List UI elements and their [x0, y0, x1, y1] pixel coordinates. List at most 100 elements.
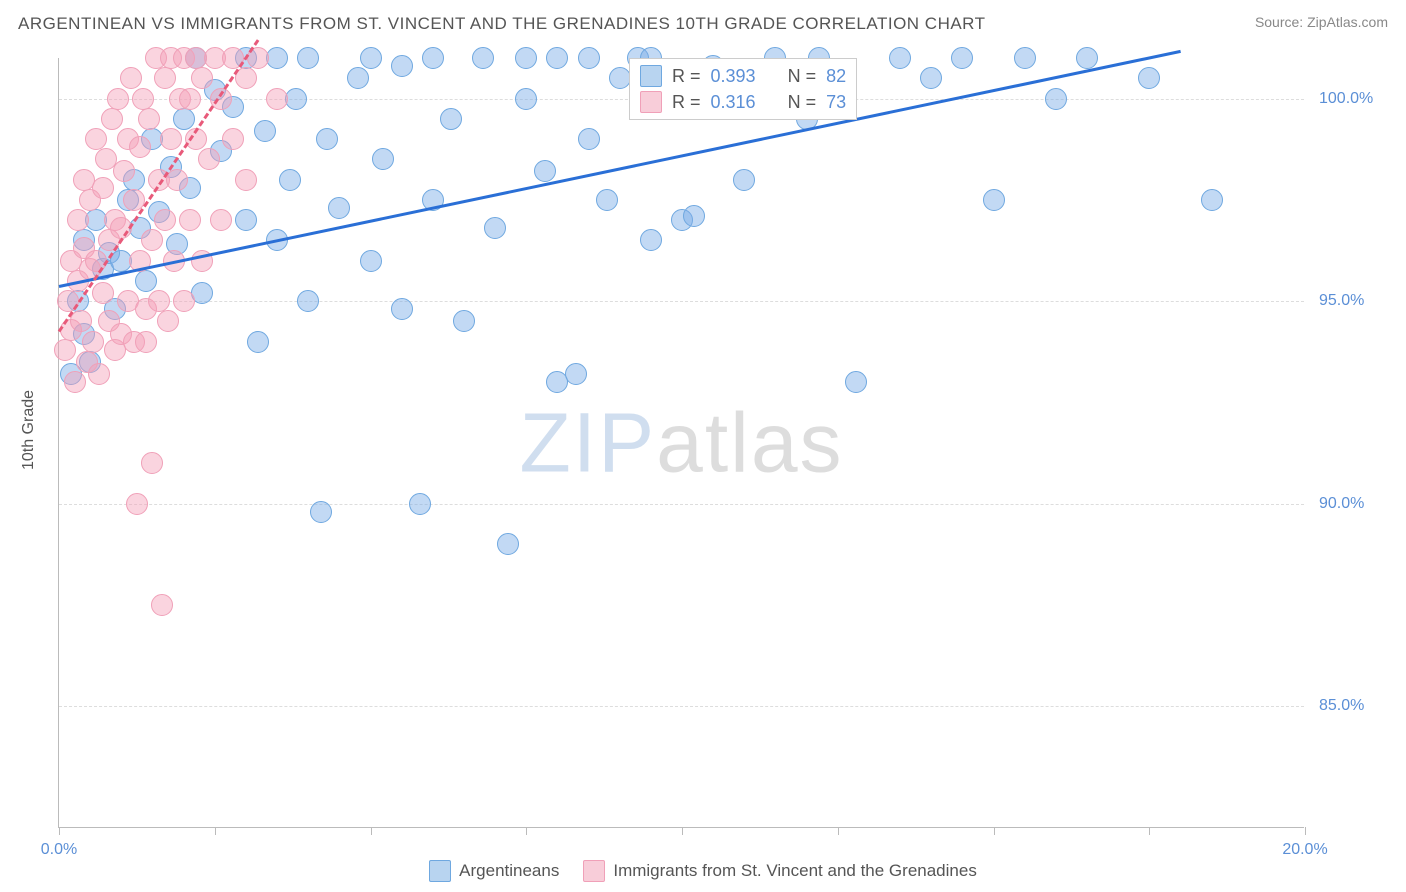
- data-point: [1076, 47, 1098, 69]
- data-point: [347, 67, 369, 89]
- data-point: [534, 160, 556, 182]
- data-point: [141, 452, 163, 474]
- data-point: [151, 594, 173, 616]
- stat-r-value: 0.393: [711, 66, 756, 87]
- data-point: [235, 209, 257, 231]
- legend-label: Argentineans: [459, 861, 559, 881]
- data-point: [154, 67, 176, 89]
- bottom-legend: Argentineans Immigrants from St. Vincent …: [0, 860, 1406, 882]
- data-point: [609, 67, 631, 89]
- data-point: [297, 47, 319, 69]
- data-point: [132, 88, 154, 110]
- y-tick-label: 95.0%: [1319, 292, 1364, 310]
- source-link[interactable]: ZipAtlas.com: [1307, 14, 1388, 30]
- data-point: [67, 209, 89, 231]
- data-point: [360, 47, 382, 69]
- data-point: [254, 120, 276, 142]
- data-point: [135, 331, 157, 353]
- data-point: [453, 310, 475, 332]
- data-point: [983, 189, 1005, 211]
- data-point: [210, 209, 232, 231]
- data-point: [120, 67, 142, 89]
- data-point: [135, 270, 157, 292]
- x-tick: [215, 827, 216, 835]
- y-tick-label: 90.0%: [1319, 495, 1364, 513]
- data-point: [179, 209, 201, 231]
- data-point: [515, 88, 537, 110]
- data-point: [173, 108, 195, 130]
- data-point: [82, 331, 104, 353]
- x-tick: [838, 827, 839, 835]
- x-tick: [526, 827, 527, 835]
- data-point: [1045, 88, 1067, 110]
- data-point: [733, 169, 755, 191]
- stat-row: R = 0.316 N = 73: [640, 89, 846, 115]
- data-point: [422, 47, 444, 69]
- data-point: [247, 331, 269, 353]
- data-point: [515, 47, 537, 69]
- data-point: [113, 160, 135, 182]
- data-point: [578, 128, 600, 150]
- data-point: [409, 493, 431, 515]
- gridline: [59, 301, 1304, 302]
- data-point: [372, 148, 394, 170]
- x-tick-label: 0.0%: [41, 841, 77, 859]
- gridline: [59, 706, 1304, 707]
- data-point: [640, 229, 662, 251]
- data-point: [64, 371, 86, 393]
- plot-area: ZIPatlas 85.0%90.0%95.0%100.0%0.0%20.0%R…: [58, 58, 1304, 828]
- data-point: [88, 363, 110, 385]
- data-point: [198, 148, 220, 170]
- stat-swatch: [640, 65, 662, 87]
- data-point: [70, 310, 92, 332]
- data-point: [391, 55, 413, 77]
- data-point: [266, 88, 288, 110]
- data-point: [328, 197, 350, 219]
- y-tick-label: 85.0%: [1319, 697, 1364, 715]
- data-point: [85, 128, 107, 150]
- y-tick-label: 100.0%: [1319, 90, 1373, 108]
- data-point: [138, 108, 160, 130]
- data-point: [141, 229, 163, 251]
- data-point: [279, 169, 301, 191]
- data-point: [484, 217, 506, 239]
- stat-r-value: 0.316: [711, 92, 756, 113]
- data-point: [129, 136, 151, 158]
- data-point: [845, 371, 867, 393]
- legend-swatch: [429, 860, 451, 882]
- data-point: [472, 47, 494, 69]
- data-point: [440, 108, 462, 130]
- legend-swatch: [583, 860, 605, 882]
- data-point: [1201, 189, 1223, 211]
- data-point: [222, 128, 244, 150]
- data-point: [683, 205, 705, 227]
- data-point: [596, 189, 618, 211]
- data-point: [191, 67, 213, 89]
- source-label: Source: ZipAtlas.com: [1255, 14, 1388, 30]
- header: ARGENTINEAN VS IMMIGRANTS FROM ST. VINCE…: [0, 0, 1406, 48]
- stat-r-label: R =: [672, 92, 701, 113]
- data-point: [173, 290, 195, 312]
- data-point: [316, 128, 338, 150]
- data-point: [107, 88, 129, 110]
- x-tick: [371, 827, 372, 835]
- data-point: [54, 339, 76, 361]
- data-point: [160, 128, 182, 150]
- stat-n-label: N =: [788, 66, 817, 87]
- data-point: [1138, 67, 1160, 89]
- legend-item: Argentineans: [429, 860, 559, 882]
- stat-n-label: N =: [788, 92, 817, 113]
- gridline: [59, 504, 1304, 505]
- data-point: [951, 47, 973, 69]
- data-point: [154, 209, 176, 231]
- x-tick: [994, 827, 995, 835]
- legend-item: Immigrants from St. Vincent and the Gren…: [583, 860, 976, 882]
- data-point: [578, 47, 600, 69]
- data-point: [179, 88, 201, 110]
- stat-n-value: 73: [826, 92, 846, 113]
- legend-label: Immigrants from St. Vincent and the Gren…: [613, 861, 976, 881]
- stat-swatch: [640, 91, 662, 113]
- chart-title: ARGENTINEAN VS IMMIGRANTS FROM ST. VINCE…: [18, 14, 986, 34]
- data-point: [92, 177, 114, 199]
- data-point: [297, 290, 319, 312]
